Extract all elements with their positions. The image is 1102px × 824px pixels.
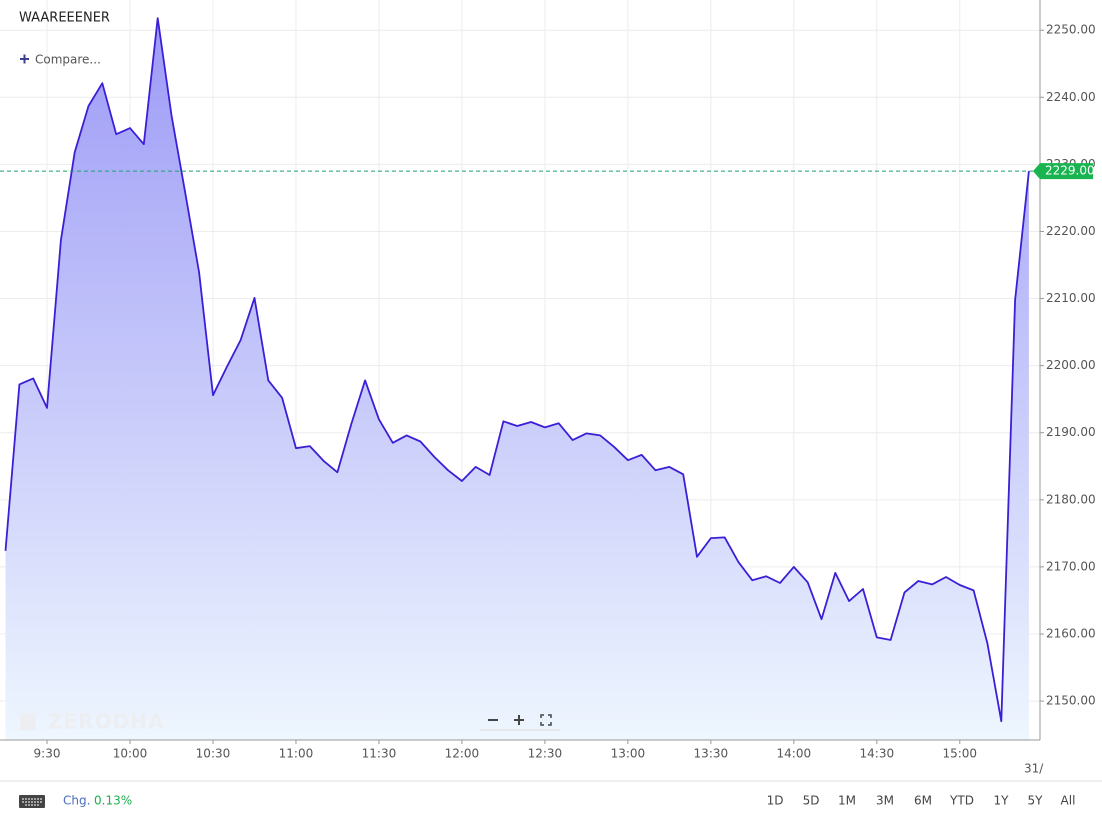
compare-button[interactable]: Compare... (20, 53, 101, 67)
zoom-controls (480, 714, 560, 731)
y-tick-label: 2190.00 (1046, 425, 1096, 439)
fullscreen[interactable] (540, 714, 552, 726)
price-area (5, 18, 1029, 741)
last-price-badge (1033, 163, 1093, 180)
compare-label[interactable]: Compare... (35, 53, 101, 67)
y-tick-label: 2200.00 (1046, 358, 1096, 372)
symbol-title: WAAREEENER (19, 11, 110, 26)
x-tick-label: 9:30 (34, 747, 61, 761)
y-tick-label: 2180.00 (1046, 492, 1096, 506)
change-label: Chg. (63, 794, 90, 808)
y-tick-label: 2160.00 (1046, 626, 1096, 640)
x-tick-label: 12:30 (528, 747, 563, 761)
x-tick-label: 11:00 (279, 747, 314, 761)
x-tick-label: 14:30 (860, 747, 895, 761)
range-button[interactable]: 1M (838, 794, 856, 808)
price-line (4, 17, 1030, 723)
keyboard-icon[interactable] (19, 795, 45, 808)
watermark-text: ZERODHA (48, 710, 164, 734)
date-label: 31/ (1024, 762, 1044, 776)
x-tick-label: 10:00 (113, 747, 148, 761)
watermark: ZERODHA (20, 710, 164, 734)
y-tick-label: 2170.00 (1046, 559, 1096, 573)
y-tick-label: 2210.00 (1046, 291, 1096, 305)
range-button[interactable]: 5Y (1028, 794, 1044, 808)
x-tick-label: 12:00 (445, 747, 480, 761)
x-tick-label: 10:30 (196, 747, 231, 761)
y-tick-label: 2240.00 (1046, 90, 1096, 104)
range-button[interactable]: 5D (803, 794, 820, 808)
range-button[interactable]: All (1061, 794, 1076, 808)
x-tick-label: 13:30 (694, 747, 729, 761)
range-button[interactable]: 1D (767, 794, 784, 808)
range-button[interactable]: 1Y (994, 794, 1010, 808)
change-value: 0.13% (94, 794, 132, 808)
y-tick-label: 2250.00 (1046, 23, 1096, 37)
x-tick-label: 14:00 (777, 747, 812, 761)
range-button[interactable]: YTD (949, 794, 974, 808)
x-tick-label: 11:30 (362, 747, 397, 761)
x-tick-label: 13:00 (611, 747, 646, 761)
y-tick-label: 2150.00 (1046, 694, 1096, 708)
range-button[interactable]: 6M (914, 794, 932, 808)
y-tick-label: 2220.00 (1046, 224, 1096, 238)
range-button[interactable]: 3M (876, 794, 894, 808)
last-price-label: 2229.00 (1045, 164, 1095, 178)
x-tick-label: 15:00 (942, 747, 977, 761)
zoom-in[interactable] (514, 715, 524, 725)
